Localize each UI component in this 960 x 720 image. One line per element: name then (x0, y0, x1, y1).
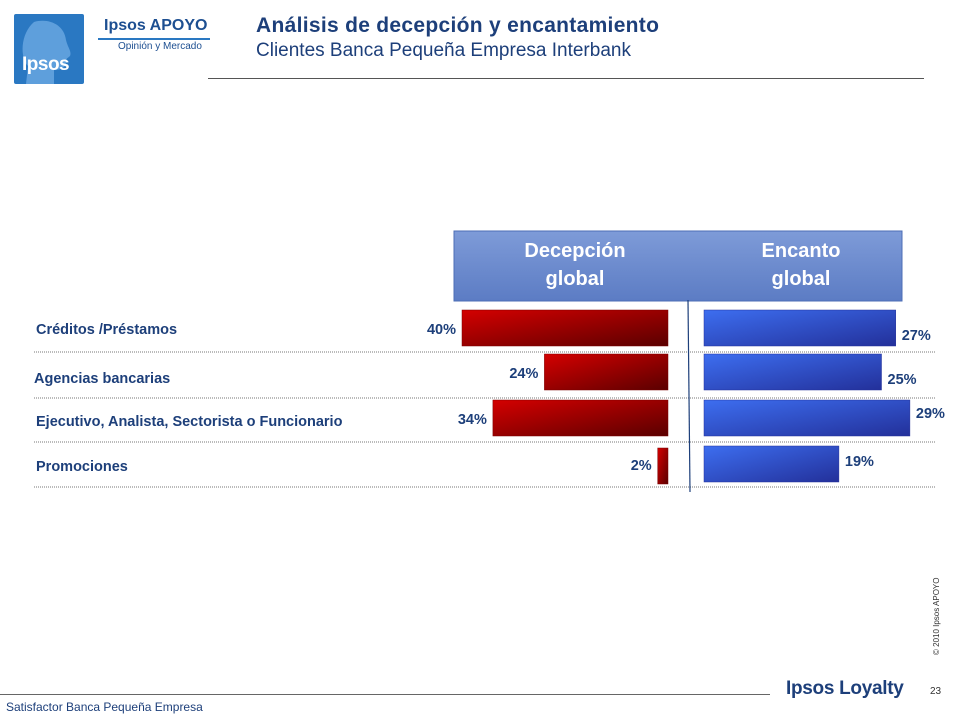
decepcion-value-label: 40% (427, 322, 456, 338)
encanto-value-label: 19% (845, 454, 874, 470)
footer-text: Satisfactor Banca Pequeña Empresa (6, 700, 203, 714)
decepcion-value-label: 34% (458, 412, 487, 428)
logo-word: Ipsos (22, 54, 70, 75)
decepcion-value-label: 24% (509, 366, 538, 382)
encanto-bar (703, 309, 896, 347)
encanto-bar (703, 445, 840, 483)
ipsos-profile-icon (22, 20, 71, 84)
decepcion-value-label: 2% (631, 458, 652, 474)
title-divider (208, 78, 924, 79)
page-title: Análisis de decepción y encantamiento (256, 14, 660, 37)
ipsos-logo: Ipsos (14, 14, 84, 84)
encanto-bar (703, 353, 882, 391)
column-header-encanto: global (772, 268, 831, 290)
category-label: Créditos /Préstamos (36, 322, 177, 338)
column-header-decepcion: Decepción (524, 240, 625, 262)
decepcion-bar (657, 447, 669, 485)
decepcion-bar (544, 353, 669, 391)
copyright: © 2010 Ipsos APOYO (932, 577, 941, 656)
loyalty-logo: Ipsos Loyalty (786, 678, 904, 699)
center-axis-line (687, 299, 691, 493)
footer-divider (0, 694, 770, 695)
encanto-value-label: 29% (916, 406, 945, 422)
column-header-encanto: Encanto (762, 240, 841, 262)
brand-name: Ipsos APOYO (104, 17, 208, 34)
category-label: Agencias bancarias (34, 371, 170, 387)
encanto-value-label: 25% (888, 372, 917, 388)
column-header-box (453, 230, 903, 302)
encanto-value-label: 27% (902, 328, 931, 344)
page-number: 23 (930, 686, 942, 697)
decepcion-bar (461, 309, 669, 347)
category-label: Promociones (36, 459, 128, 475)
page-subtitle: Clientes Banca Pequeña Empresa Interbank (256, 40, 631, 61)
column-header-decepcion: global (546, 268, 605, 290)
category-label: Ejecutivo, Analista, Sectorista o Funcio… (36, 414, 343, 430)
brand-rule (98, 38, 210, 40)
brand-tagline: Opinión y Mercado (118, 41, 202, 52)
encanto-bar (703, 399, 911, 437)
decepcion-bar (492, 399, 669, 437)
